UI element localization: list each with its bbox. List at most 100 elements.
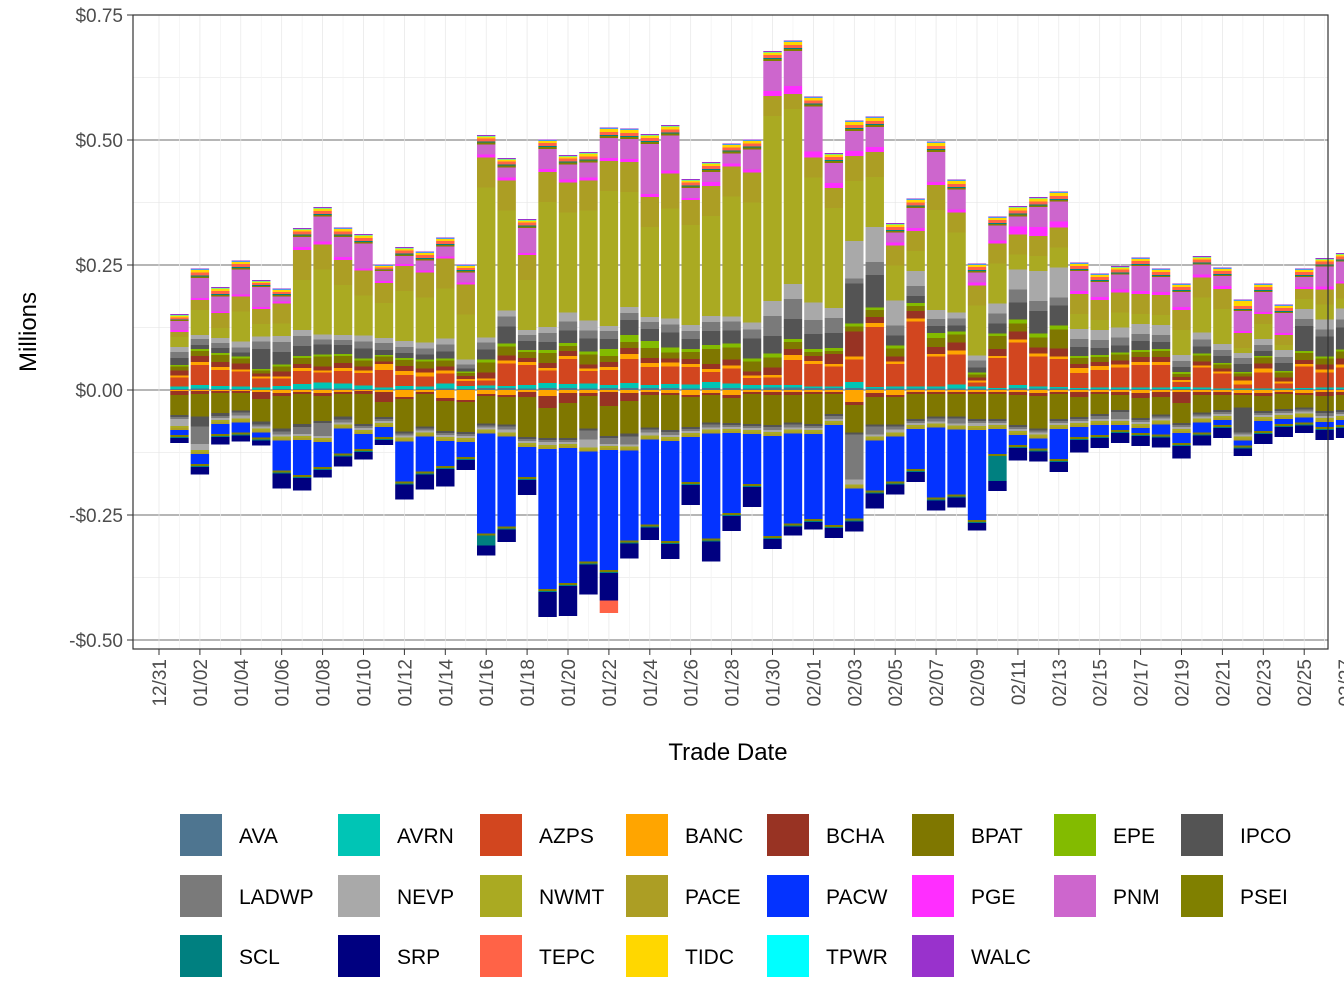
- bar-segment-walc: [885, 223, 905, 224]
- bar-segment-tidc: [885, 224, 905, 227]
- bar-segment-tepc: [1029, 201, 1048, 205]
- bar-segment-walc: [354, 234, 373, 235]
- bar-segment-pnm: [681, 188, 700, 198]
- bar-segment-nwmt: [926, 210, 946, 310]
- bar-segment-nevp: [1335, 414, 1344, 416]
- bar-segment-scl: [1029, 450, 1048, 452]
- bar-segment-pace: [1172, 310, 1191, 330]
- bar-segment-banc: [681, 390, 700, 395]
- bar-segment-epe: [967, 372, 987, 375]
- bar-segment-tidc: [701, 163, 721, 166]
- bar-segment-nwmt: [1110, 312, 1130, 328]
- bar-segment-nevp: [926, 421, 946, 424]
- bar-segment-nevp: [1233, 434, 1253, 437]
- bar-segment-nwmt: [1090, 320, 1109, 330]
- bar-segment-nevp: [988, 303, 1007, 314]
- bar-segment-bpat: [1233, 395, 1253, 408]
- bar-segment-ipco: [456, 368, 475, 372]
- bar-segment-bpat: [885, 348, 905, 357]
- bar-segment-epe: [1151, 349, 1171, 351]
- bar-segment-ladwp: [763, 316, 782, 336]
- bar-segment-walc: [1131, 257, 1150, 259]
- bar-segment-tidc: [1008, 207, 1028, 211]
- bar-segment-scl: [824, 527, 844, 528]
- legend-label-bcha: BCHA: [826, 825, 884, 848]
- bar-segment-pacw: [211, 424, 230, 434]
- bar-segment-banc: [1049, 356, 1069, 359]
- bar-segment-epe: [579, 351, 598, 355]
- bar-segment-banc: [1335, 390, 1344, 392]
- bar-segment-tpwr: [190, 269, 210, 270]
- bar-segment-nwmt: [906, 425, 925, 427]
- bar-segment-nwmt: [988, 263, 1007, 304]
- bar-segment-nevp: [579, 439, 598, 448]
- bar-segment-nevp: [558, 442, 578, 444]
- bar-segment-ipco: [926, 326, 946, 333]
- bar-segment-bcha: [558, 393, 578, 403]
- bar-segment-nwmt: [579, 210, 598, 321]
- bar-segment-nevp: [558, 312, 578, 322]
- bar-segment-pge: [885, 242, 905, 246]
- bar-segment-walc: [1192, 256, 1212, 257]
- bar-segment-pnm: [538, 149, 557, 169]
- bar-segment-tpwr: [415, 252, 435, 253]
- bar-segment-nevp: [415, 342, 435, 349]
- bar-segment-tpwr: [661, 126, 680, 127]
- legend-label-azps: AZPS: [539, 825, 594, 848]
- bar-segment-nevp: [456, 359, 475, 365]
- bar-segment-azps: [272, 378, 291, 386]
- x-tick-label: 12/31: [150, 659, 171, 707]
- bar-segment-ipco: [620, 433, 639, 437]
- bar-segment-ava: [906, 388, 925, 390]
- bar-segment-banc: [620, 390, 639, 393]
- bar-segment-ladwp: [476, 342, 496, 350]
- bar-segment-tidc: [517, 220, 537, 223]
- bar-segment-tpwr: [824, 154, 844, 155]
- bar-segment-pacw: [661, 441, 680, 541]
- bar-segment-pace: [231, 420, 251, 423]
- bar-segment-pace: [558, 446, 578, 448]
- x-tick-label: 01/12: [395, 659, 416, 707]
- bar-segment-pace: [1294, 289, 1314, 299]
- bar-segment-nevp: [1008, 269, 1028, 290]
- bar-segment-ipco: [395, 353, 414, 358]
- bar-segment-tepc: [395, 250, 414, 254]
- bar-segment-tidc: [1029, 198, 1048, 202]
- bar-segment-bpat: [579, 354, 598, 365]
- bar-segment-srp: [1131, 436, 1150, 446]
- bar-segment-tepc: [313, 211, 332, 214]
- bar-segment-avrn: [1049, 387, 1069, 389]
- bar-segment-bpat: [456, 402, 475, 432]
- bar-segment-nwmt: [456, 438, 475, 440]
- bar-segment-avrn: [701, 382, 721, 388]
- bar-segment-scl: [333, 234, 353, 236]
- bar-segment-ladwp: [415, 428, 435, 431]
- bar-segment-ladwp: [701, 424, 721, 428]
- bar-segment-scl: [701, 540, 721, 542]
- x-tick-label: 02/03: [845, 659, 866, 707]
- bar-segment-walc: [1151, 268, 1171, 270]
- bar-segment-pace: [988, 427, 1007, 429]
- bar-segment-srp: [1110, 433, 1130, 443]
- bar-segment-nwmt: [1008, 431, 1028, 433]
- bar-segment-ladwp: [1110, 337, 1130, 346]
- bar-segment-nevp: [1213, 414, 1232, 416]
- bar-segment-ipco: [252, 421, 271, 425]
- bar-segment-tpwr: [497, 159, 516, 160]
- bar-segment-ipco: [1213, 356, 1232, 363]
- bar-segment-pacw: [1213, 420, 1232, 425]
- bars: [170, 40, 1344, 617]
- bar-segment-nwmt: [1294, 413, 1314, 416]
- bar-segment-scl: [354, 451, 373, 452]
- bar-segment-nevp: [354, 428, 373, 430]
- bar-segment-walc: [211, 287, 230, 288]
- bar-segment-ladwp: [415, 348, 435, 355]
- bar-segment-bcha: [1049, 348, 1069, 357]
- bar-segment-psei: [1274, 312, 1293, 313]
- bar-segment-bcha: [661, 358, 680, 363]
- legend-key-avrn: [338, 814, 380, 856]
- bar-segment-tpwr: [1335, 254, 1344, 255]
- bar-segment-psei: [988, 454, 1007, 456]
- bar-segment-ladwp: [211, 343, 230, 348]
